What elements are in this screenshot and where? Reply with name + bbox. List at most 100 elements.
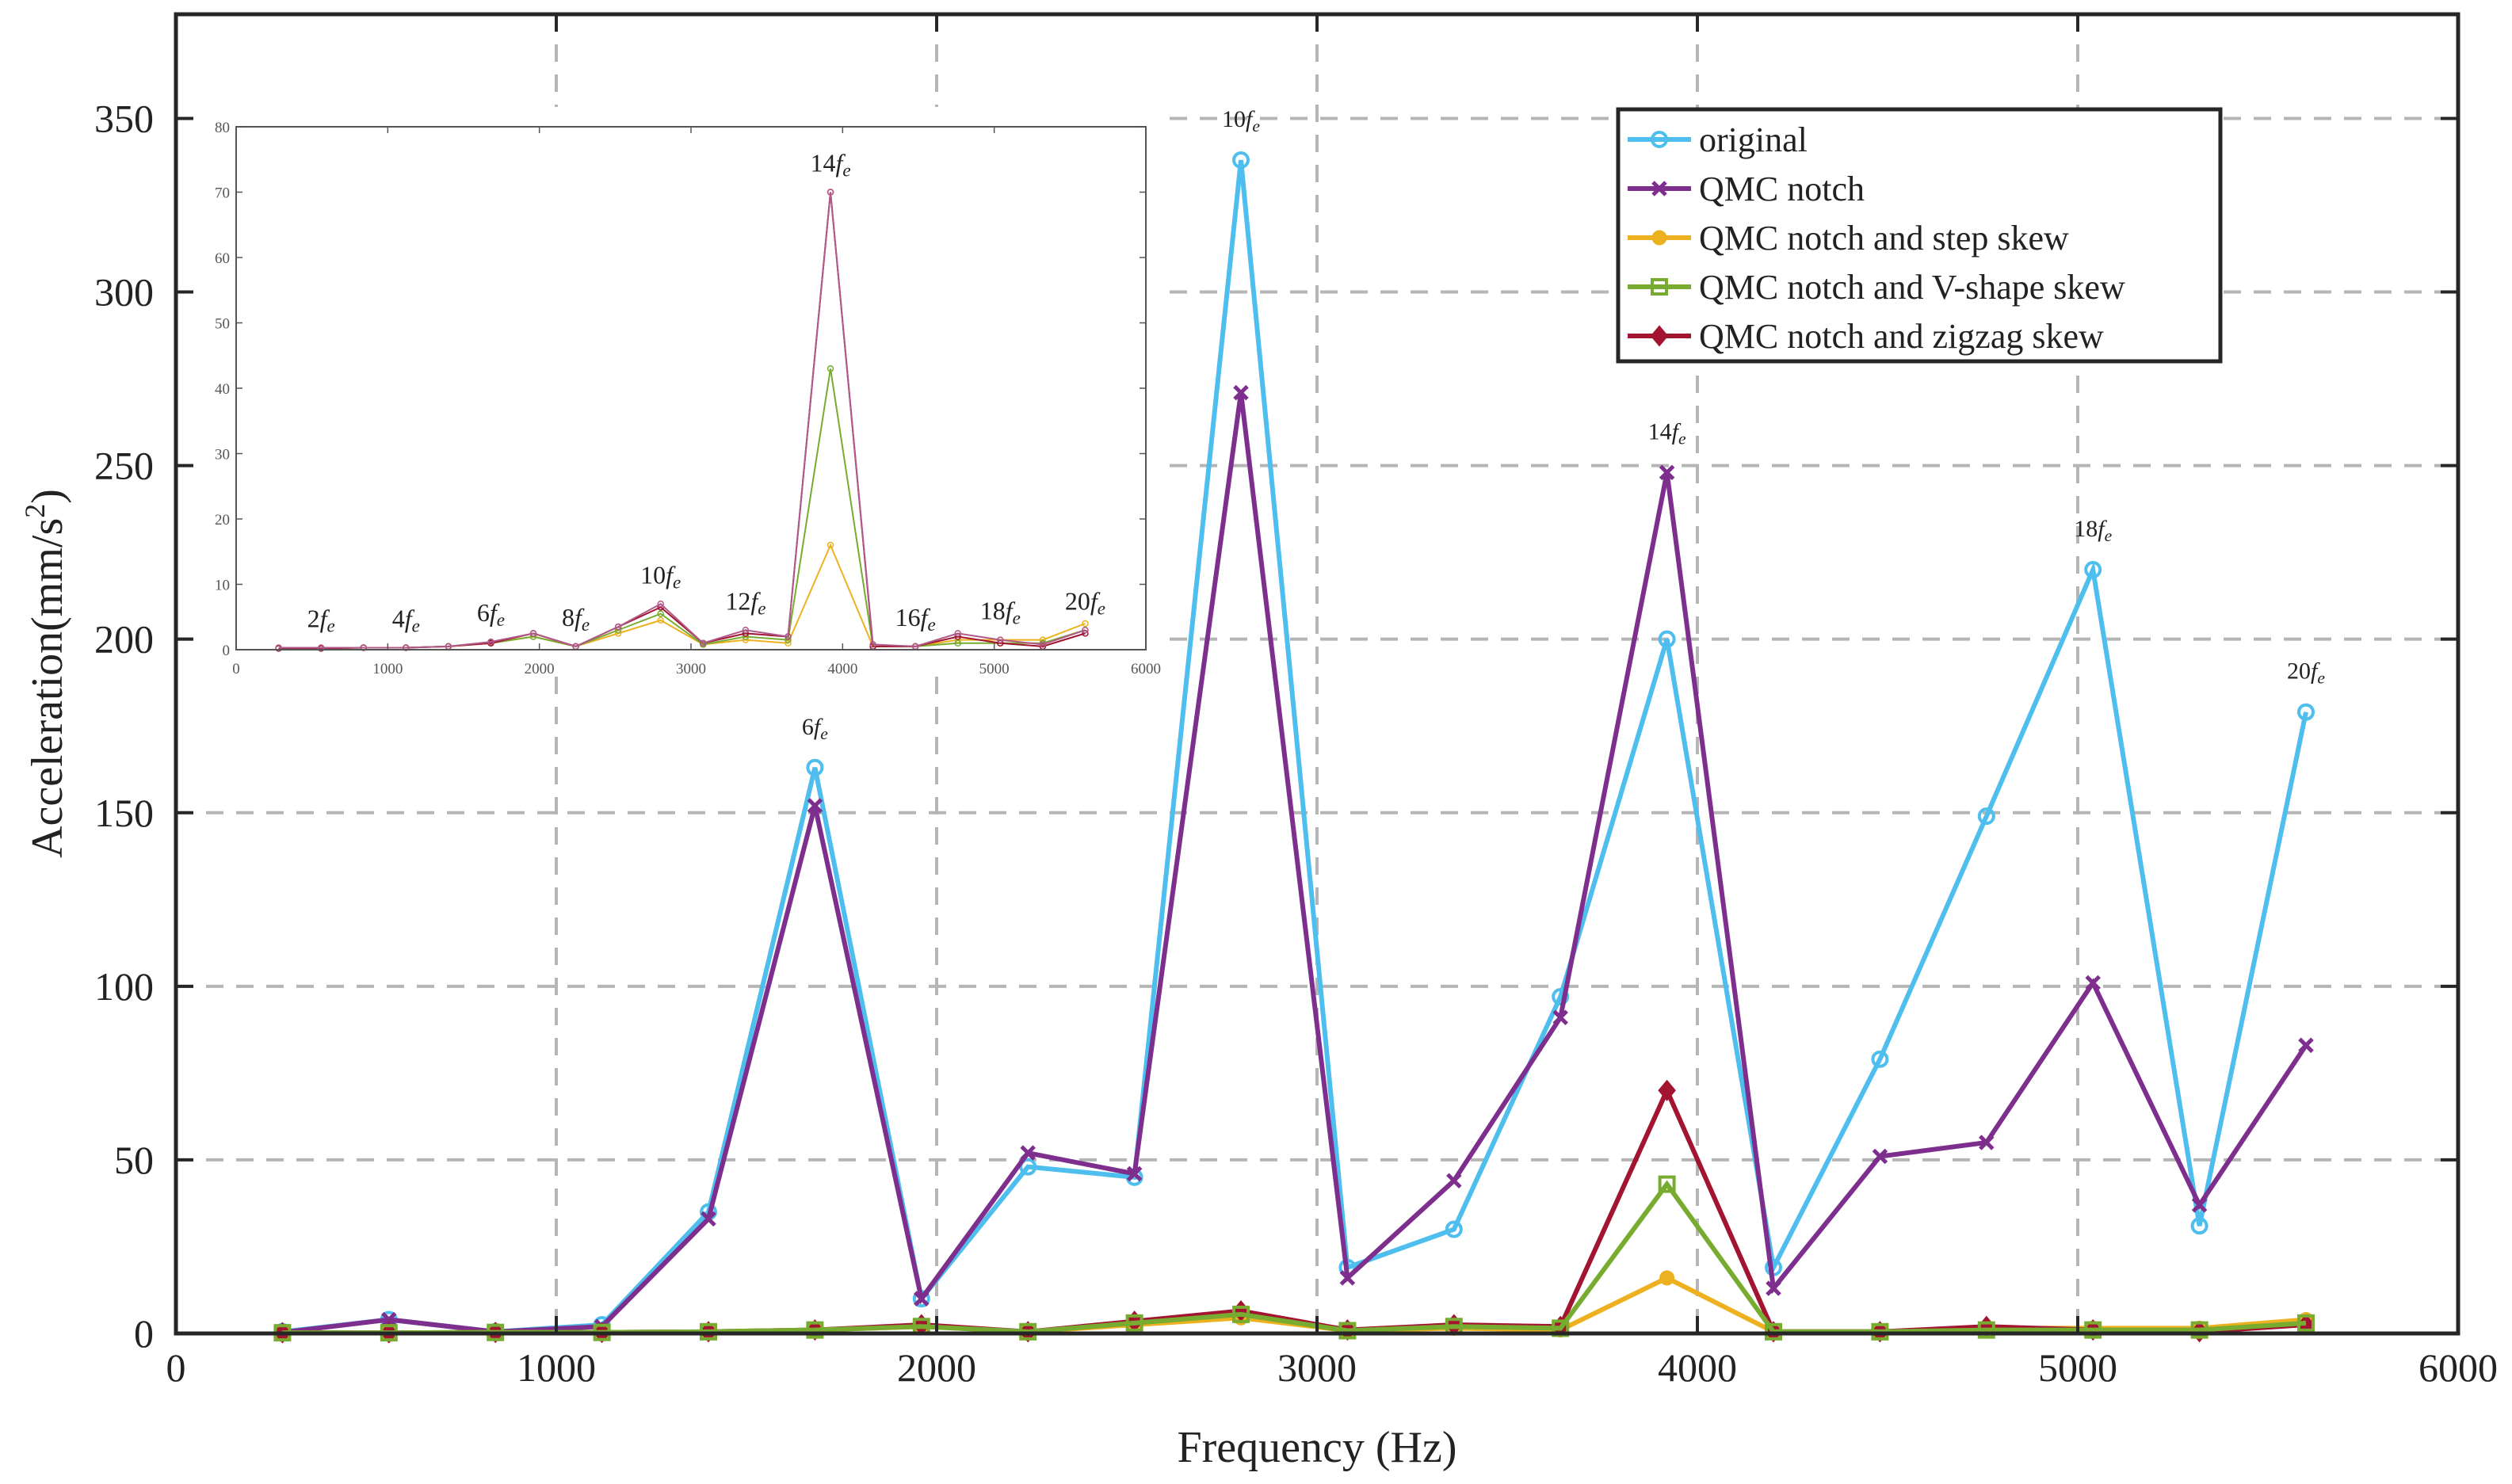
inset-harmonic-label-16: 16fe (895, 603, 936, 635)
inset-harmonic-label-18-subscript: e (1013, 608, 1021, 628)
inset-y-tick-label: 50 (215, 316, 230, 333)
y-tick-label: 150 (94, 791, 154, 835)
y-axis-title-tail: ) (23, 489, 72, 504)
inset-harmonic-label-14-multiplier: 14 (810, 149, 835, 177)
y-tick-label: 350 (94, 96, 154, 140)
x-tick-label: 2000 (897, 1345, 976, 1390)
data-point (701, 1211, 716, 1227)
inset-data-point (785, 633, 792, 640)
data-point (2297, 703, 2315, 721)
inset-y-tick-label: 0 (223, 643, 231, 659)
y-axis-title: Acceleration(mm/s2) (19, 489, 72, 858)
data-point (1339, 1270, 1356, 1286)
inset-harmonic-label-6-subscript: e (497, 609, 505, 630)
legend-swatch-marker (1651, 278, 1668, 296)
series-line (282, 1180, 2307, 1336)
inset-data-point (1082, 620, 1089, 628)
x-tick-label: 4000 (1658, 1345, 1737, 1390)
inset-harmonic-label-16-subscript: e (928, 614, 936, 635)
inset-y-tick-label: 80 (215, 120, 230, 136)
data-point (381, 1311, 397, 1328)
data-point (2085, 975, 2101, 991)
data-point (1552, 987, 1570, 1005)
harmonic-label-18: 18fe (2074, 516, 2112, 545)
harmonic-label-14: 14fe (1648, 418, 1686, 448)
inset-harmonic-label-4-multiplier: 4 (392, 605, 405, 633)
legend-entry: QMC notch and V-shape skew (1628, 268, 2125, 307)
inset-x-tick-label: 0 (232, 661, 240, 677)
data-point (1338, 1322, 1357, 1340)
data-point (1019, 1158, 1037, 1176)
inset-data-point (827, 365, 834, 372)
inset-harmonic-label-4-subscript: e (412, 616, 420, 636)
data-point (1871, 1050, 1889, 1068)
series-qmc-notch-and-zigzag-skew (273, 1079, 2315, 1344)
inset-data-point (657, 601, 664, 608)
legend-label: QMC notch and zigzag skew (1699, 317, 2104, 356)
data-point (1977, 1321, 1995, 1339)
inset-data-point (827, 189, 834, 196)
inset-x-tick-label: 5000 (979, 661, 1010, 677)
y-tick-label: 0 (134, 1311, 154, 1356)
inset-harmonic-label-12-subscript: e (758, 597, 765, 618)
inset-data-point (1082, 627, 1089, 634)
y-tick-label: 100 (94, 964, 154, 1009)
data-point (1658, 1079, 1676, 1101)
harmonic-label-10-subscript: e (1252, 116, 1260, 135)
inset-series-qmc-notch (275, 189, 1089, 651)
main-axis-ticks: 0 1000 2000 3000 4000 5000 6000050100150200250… (94, 14, 2498, 1390)
inset-harmonic-label-10-multiplier: 10 (640, 560, 666, 589)
y-tick-label: 50 (114, 1138, 154, 1182)
inset-data-point (275, 644, 282, 651)
legend-entry: QMC notch and zigzag skew (1628, 317, 2104, 356)
inset-harmonic-label-2-multiplier: 2 (307, 605, 320, 633)
y-axis-title-main: Acceleration(mm/s (23, 518, 72, 858)
harmonic-label-10: 10fe (1222, 106, 1260, 135)
inset-y-tick-label: 10 (215, 578, 230, 594)
harmonic-label-20-multiplier: 20 (2287, 658, 2311, 685)
x-tick-label: 1000 (517, 1345, 596, 1390)
inset-data-point (657, 616, 664, 624)
inset-harmonic-label-6-multiplier: 6 (477, 598, 490, 627)
inset-background (202, 107, 1161, 673)
inset-harmonic-label-8-multiplier: 8 (562, 603, 575, 631)
inset-x-tick-label: 4000 (827, 661, 857, 677)
harmonic-label-20-subscript: e (2317, 669, 2325, 688)
data-point (2298, 1037, 2314, 1054)
legend-entry: QMC notch (1628, 170, 1865, 208)
inset-data-point (869, 641, 876, 648)
inset-harmonic-label-2-subscript: e (326, 616, 334, 636)
x-tick-label: 6000 (2418, 1345, 2498, 1390)
data-point (1658, 1175, 1676, 1193)
data-point (1658, 630, 1676, 648)
inset-harmonic-label-8-subscript: e (582, 614, 590, 635)
series-qmc-notch-and-v-shape-skew (273, 1175, 2315, 1342)
inset-y-tick-label: 20 (215, 512, 230, 528)
legend-box (1616, 107, 2223, 364)
x-tick-label: 5000 (2038, 1345, 2117, 1390)
harmonic-label-6: 6fe (802, 714, 828, 743)
inset-x-tick-label: 1000 (372, 661, 403, 677)
inset-data-point (954, 639, 961, 647)
harmonic-label-14-subscript: e (1678, 429, 1686, 448)
inset-x-tick-label: 6000 (1131, 661, 1161, 677)
data-point (1445, 1220, 1463, 1238)
harmonic-label-18-multiplier: 18 (2074, 516, 2098, 542)
harmonic-label-18-subscript: e (2105, 526, 2113, 545)
inset-harmonic-label-8: 8fe (562, 603, 590, 635)
data-point (806, 758, 824, 776)
inset-data-point (403, 644, 410, 651)
x-tick-label: 3000 (1277, 1345, 1357, 1390)
data-point (2191, 1197, 2208, 1213)
y-tick-label: 250 (94, 444, 154, 488)
inset-data-point (1039, 641, 1047, 648)
inset-data-point (997, 636, 1004, 643)
inset-data-point (827, 541, 834, 549)
y-axis-title-exponent: 2 (19, 504, 51, 518)
harmonic-label-10-multiplier: 10 (1222, 106, 1246, 132)
inset-data-point (529, 630, 537, 637)
inset-y-tick-label: 60 (215, 250, 230, 267)
data-point (807, 798, 823, 814)
inset-y-tick-label: 40 (215, 381, 230, 398)
inset-harmonic-label-12-multiplier: 12 (725, 586, 750, 615)
